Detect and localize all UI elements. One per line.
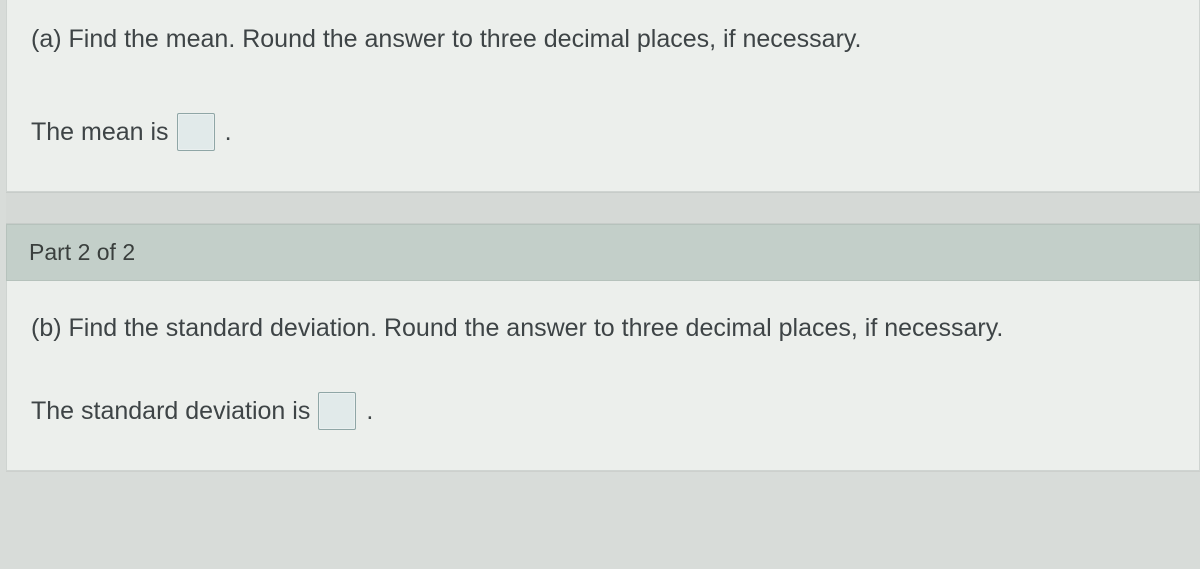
quiz-page: (a) Find the mean. Round the answer to t…	[0, 0, 1200, 569]
part-b-answer-label: The standard deviation is	[31, 397, 310, 426]
std-dev-input[interactable]	[318, 392, 356, 430]
part-a-answer-line: The mean is .	[31, 113, 1171, 151]
part-b-period: .	[366, 397, 373, 426]
part-a-panel: (a) Find the mean. Round the answer to t…	[6, 0, 1200, 192]
part-a-period: .	[225, 118, 232, 147]
part-2-header: Part 2 of 2	[6, 224, 1200, 281]
part-a-answer-label: The mean is	[31, 118, 169, 147]
part-b-body: (b) Find the standard deviation. Round t…	[7, 281, 1199, 470]
mean-input[interactable]	[177, 113, 215, 151]
panel-gap	[6, 192, 1200, 224]
part-b-panel: (b) Find the standard deviation. Round t…	[6, 281, 1200, 471]
part-b-answer-line: The standard deviation is .	[31, 392, 1171, 430]
part-a-prompt: (a) Find the mean. Round the answer to t…	[31, 22, 1171, 57]
part-b-prompt: (b) Find the standard deviation. Round t…	[31, 311, 1171, 346]
part-a-body: (a) Find the mean. Round the answer to t…	[7, 0, 1199, 191]
